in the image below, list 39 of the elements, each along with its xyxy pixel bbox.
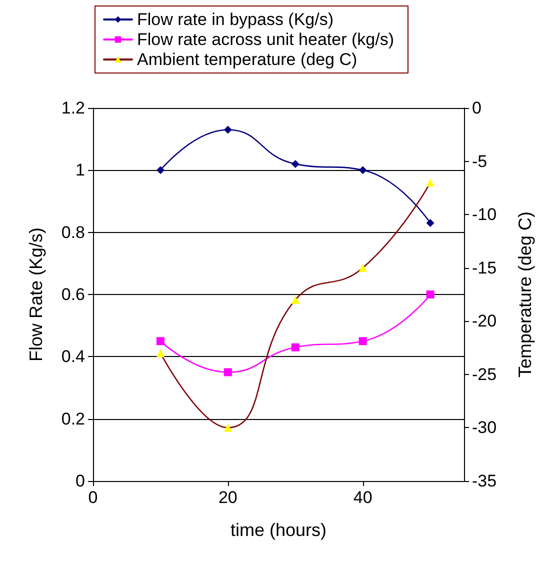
point (156, 166, 164, 174)
legend-label: Flow rate across unit heater (kg/s) (137, 30, 394, 49)
legend-label: Ambient temperature (deg C) (137, 50, 358, 69)
point (224, 424, 232, 432)
point (156, 337, 164, 346)
y2-tick-label: -10 (472, 205, 497, 224)
y2-tick-label: 0 (472, 98, 482, 118)
point (291, 296, 300, 304)
y2-axis-title: Temperature (deg C) (515, 211, 535, 378)
point (291, 160, 300, 168)
y2-tick-label: -5 (472, 152, 488, 171)
point (291, 343, 300, 352)
point (358, 264, 367, 272)
y-tick-label: 0 (76, 472, 85, 490)
y2-tick-label: -35 (472, 472, 497, 490)
point (426, 178, 434, 187)
point (426, 290, 434, 298)
point (358, 337, 367, 346)
point (156, 349, 164, 358)
point (358, 166, 367, 174)
y-axis-title: Flow Rate (Kg/s) (26, 227, 46, 362)
y-tick-label: 0.4 (61, 347, 85, 366)
point (224, 126, 232, 134)
point (426, 219, 434, 228)
x-tick-label: 20 (218, 488, 238, 507)
y2-tick-label: -25 (472, 364, 497, 384)
legend-label: Flow rate in bypass (Kg/s) (137, 10, 334, 29)
y2-tick-label: -15 (472, 258, 497, 278)
y-tick-label: 0.6 (61, 285, 85, 304)
x-tick-label: 0 (88, 488, 98, 507)
y-tick-label: 1.2 (61, 98, 85, 118)
y-tick-label: 1 (76, 160, 85, 180)
point (224, 368, 232, 376)
x-tick-label: 40 (353, 488, 372, 507)
x-axis-title: time (hours) (230, 520, 327, 540)
y-tick-label: 0.8 (61, 222, 85, 242)
y2-tick-label: -20 (472, 312, 497, 331)
y-tick-label: 0.2 (61, 409, 85, 428)
y2-tick-label: -30 (472, 418, 497, 438)
